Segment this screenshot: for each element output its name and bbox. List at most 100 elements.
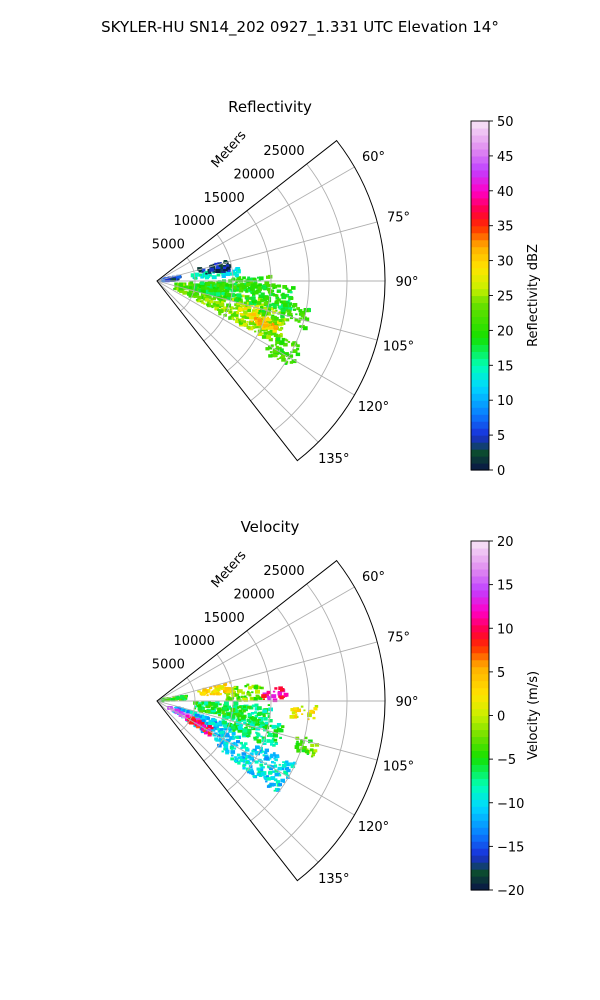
echo-cell <box>258 310 262 313</box>
echo-cell <box>266 694 269 697</box>
echo-cell <box>266 303 272 308</box>
echo-cell <box>268 719 273 723</box>
echo-region <box>265 337 301 365</box>
echo-cell <box>260 721 265 725</box>
colorbar-swatch <box>471 659 489 668</box>
echo-cell <box>205 730 210 734</box>
colorbar-tick-label: 45 <box>497 150 514 165</box>
radial-tick-label: 15000 <box>203 611 244 626</box>
echo-cell <box>198 288 203 292</box>
echo-cell <box>254 760 259 764</box>
echo-cell <box>231 732 236 736</box>
echo-cell <box>265 327 268 330</box>
colorbar-swatch <box>471 421 489 429</box>
echo-cell <box>263 324 268 328</box>
echo-cell <box>314 743 320 747</box>
echo-cell <box>269 785 272 788</box>
echo-cell <box>296 347 300 351</box>
echo-cell <box>192 718 197 723</box>
echo-cell <box>256 685 261 690</box>
echo-cell <box>251 727 254 730</box>
echo-cell <box>199 709 204 714</box>
colorbar-tick-label: 40 <box>497 185 514 200</box>
echo-cell <box>201 722 205 725</box>
echo-cell <box>160 278 166 283</box>
echo-cell <box>178 286 184 291</box>
echo-cell <box>230 724 233 726</box>
echo-cell <box>247 308 251 312</box>
echo-cell <box>200 283 205 287</box>
echo-cell <box>276 298 281 302</box>
echo-cell <box>291 286 296 290</box>
echo-cell <box>311 753 315 757</box>
colorbar-tick-label: 50 <box>497 115 514 130</box>
panel-1: Velocity 5000 10000 15000 20000 25000 Meters 60… <box>152 518 541 899</box>
echo-cell <box>231 316 235 319</box>
echo-cell <box>243 721 247 725</box>
echo-cell <box>217 722 221 726</box>
echo-cell <box>274 743 277 745</box>
echo-cell <box>307 713 312 718</box>
echo-cell <box>192 292 197 296</box>
panel-title: Velocity <box>241 518 300 536</box>
echo-cell <box>216 273 221 277</box>
echo-cell <box>261 311 265 314</box>
colorbar-swatch <box>471 281 489 290</box>
echo-cell <box>252 775 256 778</box>
echo-cell <box>221 274 226 278</box>
azimuth-tick-label: 90° <box>395 695 418 710</box>
echo-cell <box>243 307 248 311</box>
echo-cell <box>170 707 175 712</box>
echo-cell <box>195 291 199 294</box>
echo-cell <box>273 738 278 742</box>
echo-cell <box>177 289 181 292</box>
echo-cell <box>289 295 292 299</box>
echo-cell <box>202 687 207 691</box>
echo-cell <box>262 766 265 769</box>
echo-cell <box>251 749 255 753</box>
echo-cell <box>274 325 279 329</box>
echo-cell <box>226 715 231 719</box>
colorbar-swatch <box>471 162 489 171</box>
colorbar-swatch <box>471 386 489 394</box>
echo-cell <box>213 302 216 305</box>
range-ring <box>250 187 310 402</box>
echo-cell <box>225 272 231 276</box>
echo-cell <box>222 264 227 269</box>
echo-cell <box>231 690 236 695</box>
echo-cell <box>210 726 214 730</box>
echo-cell <box>219 703 222 706</box>
echo-cell <box>260 292 265 296</box>
echo-cell <box>236 736 240 739</box>
echo-cell <box>259 276 264 281</box>
echo-cell <box>223 266 227 270</box>
echo-cell <box>300 740 305 744</box>
echo-cell <box>270 743 274 746</box>
echo-cell <box>270 753 273 756</box>
echo-cell <box>189 283 195 288</box>
echo-cell <box>229 746 235 750</box>
echo-cell <box>198 702 202 706</box>
echo-cell <box>275 345 279 349</box>
echo-cell <box>279 736 282 739</box>
echo-cell <box>256 767 261 771</box>
colorbar-swatch <box>471 239 489 248</box>
colorbar-swatch <box>471 358 489 366</box>
echo-cell <box>240 747 243 750</box>
radial-tick-label: 20000 <box>233 587 274 602</box>
echo-cell <box>273 778 278 782</box>
range-ring <box>180 257 196 312</box>
colorbar-tick-label: 30 <box>497 255 514 270</box>
echo-cell <box>201 286 206 290</box>
echo-cell <box>206 303 209 306</box>
echo-cell <box>233 701 239 706</box>
echo-cell <box>275 309 278 312</box>
echo-cell <box>267 296 272 300</box>
echo-cell <box>230 312 236 317</box>
colorbar-swatch <box>471 575 489 584</box>
echo-cell <box>267 765 270 768</box>
colorbar-swatch <box>471 554 489 563</box>
echo-cell <box>232 736 236 740</box>
echo-cell <box>203 302 206 305</box>
echo-cell <box>212 693 216 696</box>
